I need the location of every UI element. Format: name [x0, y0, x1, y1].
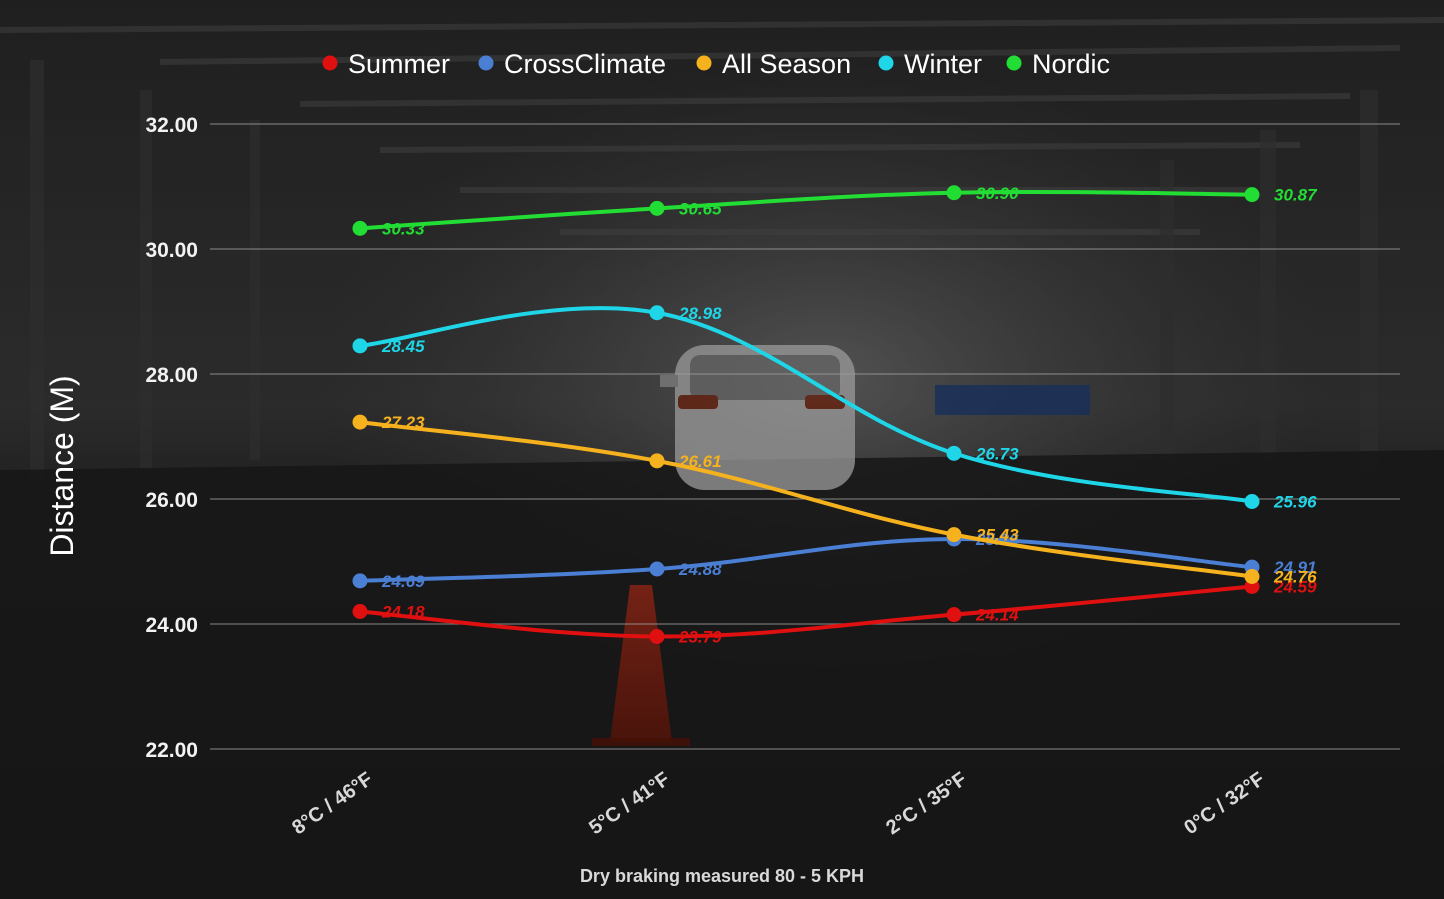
y-tick-label: 24.00: [145, 614, 198, 637]
legend-label: All Season: [722, 49, 851, 79]
data-label: 24.76: [1273, 568, 1317, 587]
legend-marker: [1006, 55, 1022, 71]
data-point: [1244, 187, 1260, 203]
data-point: [352, 338, 368, 354]
data-label: 30.65: [679, 199, 722, 218]
data-point: [946, 527, 962, 543]
data-label: 25.43: [975, 526, 1019, 545]
series-layer: 24.1823.7924.1424.5924.6924.8825.3624.91…: [352, 184, 1318, 647]
data-label: 24.69: [381, 572, 425, 591]
data-label: 24.59: [1273, 578, 1317, 597]
data-label: 24.88: [678, 560, 722, 579]
series-nordic: 30.33 30.65 30.90 30.87: [352, 184, 1318, 238]
legend-marker: [478, 55, 494, 71]
legend: Summer CrossClimate All Season Winter Nordic: [322, 49, 1110, 79]
y-tick-label: 22.00: [145, 739, 198, 762]
data-point: [352, 604, 368, 619]
gridlines: [210, 123, 1400, 750]
data-label: 26.61: [678, 452, 722, 471]
data-point: [649, 200, 665, 216]
legend-label: CrossClimate: [504, 49, 666, 79]
data-point: [352, 414, 368, 430]
series-line: [358, 420, 1254, 579]
y-axis-ticks: 22.00 24.00 26.00 28.00 30.00 32.00: [145, 114, 198, 762]
data-label: 24.18: [381, 603, 425, 622]
legend-marker: [322, 55, 338, 71]
legend-label: Summer: [348, 49, 450, 79]
legend-label: Nordic: [1032, 49, 1110, 79]
legend-marker: [696, 55, 712, 71]
legend-item-crossclimate: CrossClimate: [478, 49, 666, 79]
legend-item-summer: Summer: [322, 49, 450, 79]
data-label: 30.90: [976, 184, 1019, 203]
legend-item-all-season: All Season: [696, 49, 851, 79]
data-label: 28.45: [381, 337, 425, 356]
series-winter: 28.45 28.98 26.73 25.96: [352, 304, 1317, 512]
data-label: 23.79: [678, 628, 722, 647]
data-point: [1244, 569, 1260, 584]
series-line: [358, 536, 1254, 583]
data-label: 24.91: [1273, 558, 1317, 577]
data-label: 30.33: [382, 219, 425, 238]
data-label: 28.98: [678, 304, 722, 323]
data-point: [352, 573, 368, 589]
y-tick-label: 30.00: [145, 239, 198, 262]
y-tick-label: 26.00: [145, 489, 198, 512]
data-point: [649, 453, 665, 469]
series-line: [358, 584, 1254, 639]
data-point: [946, 445, 962, 461]
data-label: 25.96: [1273, 493, 1317, 512]
data-label: 27.23: [381, 413, 425, 432]
series-line: [358, 189, 1254, 231]
data-point: [946, 185, 962, 201]
series-line: [358, 306, 1254, 504]
legend-item-winter: Winter: [878, 49, 982, 79]
data-point: [352, 220, 368, 236]
series-all-season: 27.23 26.61 25.43 24.76: [352, 413, 1317, 587]
data-point: [946, 607, 962, 623]
y-tick-label: 28.00: [145, 364, 198, 387]
data-label: 24.14: [975, 606, 1019, 625]
y-tick-label: 32.00: [145, 114, 198, 137]
legend-item-nordic: Nordic: [1006, 49, 1110, 79]
legend-marker: [878, 55, 894, 71]
chart-caption: Dry braking measured 80 - 5 KPH: [580, 866, 864, 886]
y-axis-title: Distance (M): [44, 375, 80, 556]
data-point: [649, 629, 665, 644]
data-point: [649, 305, 665, 321]
legend-label: Winter: [904, 49, 982, 79]
data-point: [1244, 494, 1260, 509]
data-label: 30.87: [1274, 186, 1318, 205]
data-label: 26.73: [975, 444, 1019, 463]
series-summer: 24.18 23.79 24.14 24.59: [352, 578, 1317, 647]
data-point: [649, 561, 665, 577]
